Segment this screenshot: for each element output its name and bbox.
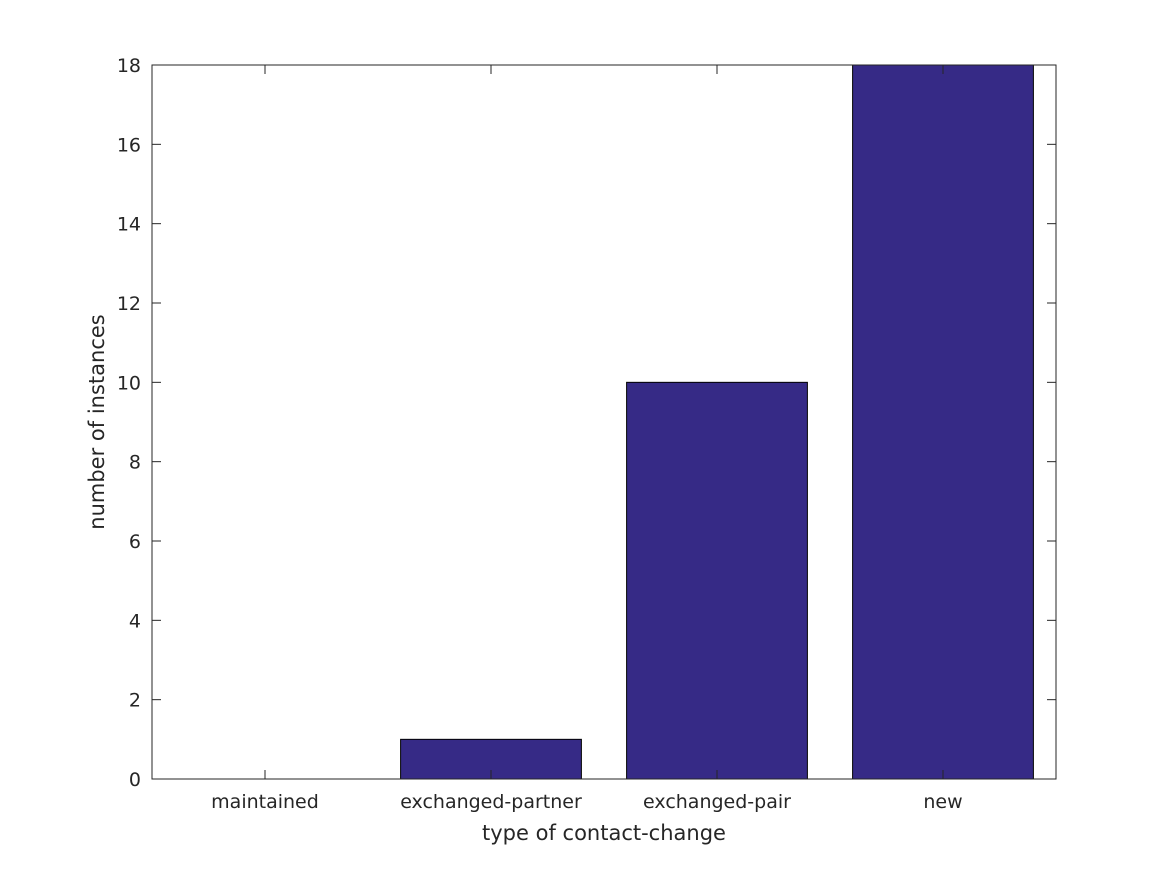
bars-group — [400, 64, 1034, 780]
y-tick-label-12: 12 — [117, 293, 141, 315]
y-tick-label-10: 10 — [117, 372, 141, 394]
ticks-group — [152, 64, 1056, 780]
bar-new — [852, 64, 1034, 780]
y-tick-label-0: 0 — [129, 769, 141, 791]
x-tick-label-maintained: maintained — [211, 791, 319, 813]
y-tick-label-4: 4 — [129, 610, 141, 632]
y-tick-label-18: 18 — [117, 55, 141, 77]
x-tick-labels: maintained exchanged-partner exchanged-pai… — [211, 791, 962, 813]
x-tick-label-exchanged-pair: exchanged-pair — [643, 791, 791, 813]
x-tick-label-new: new — [923, 791, 962, 813]
bar-exchanged-pair — [626, 381, 808, 780]
y-axis-title: number of instances — [85, 314, 109, 529]
x-tick-label-exchanged-partner: exchanged-partner — [400, 791, 582, 813]
x-axis-title: type of contact-change — [482, 821, 726, 845]
y-tick-labels: 0 2 4 6 8 10 12 14 16 18 — [117, 55, 141, 791]
y-tick-label-14: 14 — [117, 214, 141, 236]
plot-frame — [151, 64, 1057, 780]
y-tick-label-2: 2 — [129, 690, 141, 712]
y-tick-label-6: 6 — [129, 531, 141, 553]
y-tick-label-16: 16 — [117, 134, 141, 156]
y-tick-label-8: 8 — [129, 452, 141, 474]
